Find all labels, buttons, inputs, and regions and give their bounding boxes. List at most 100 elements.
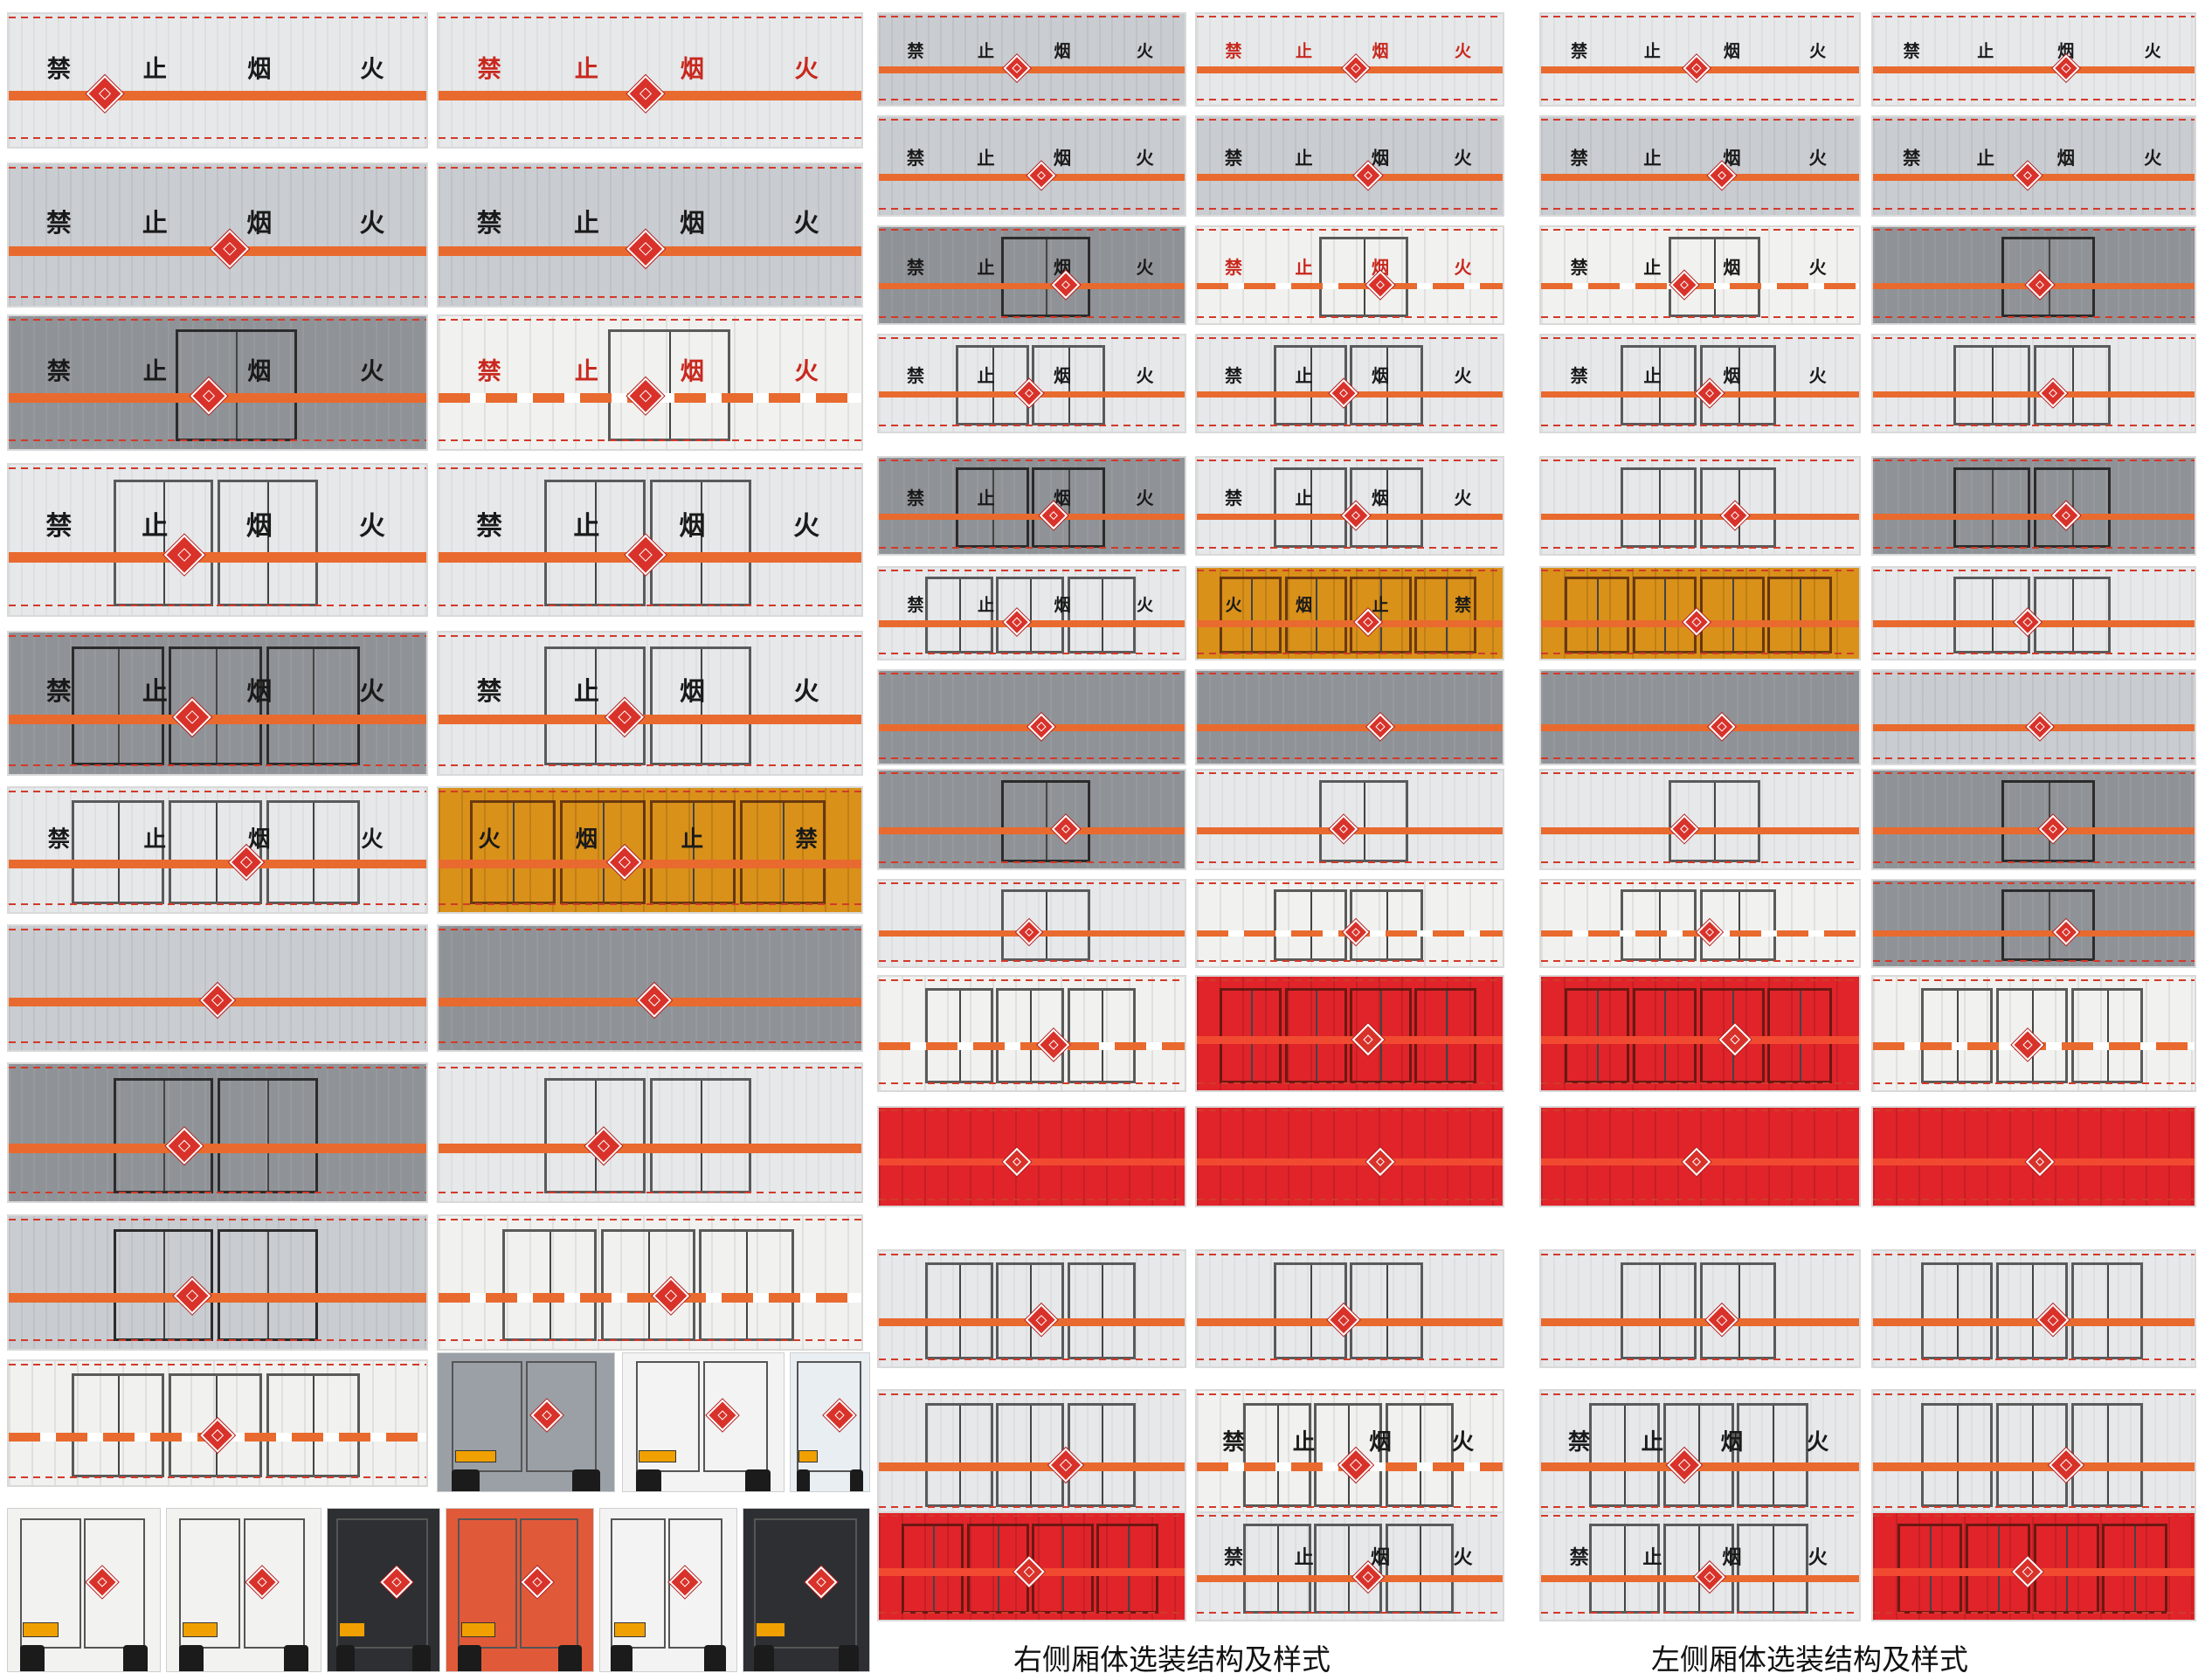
panel-ribs (1197, 671, 1503, 764)
box-panel-33: 禁止烟火 (1195, 334, 1504, 433)
cargo-door (1921, 1403, 1994, 1508)
sign-char: 禁 (1454, 596, 1472, 616)
sign-char: 烟 (1053, 487, 1072, 509)
box-panel-58 (1539, 975, 1861, 1092)
reflector-dots (439, 319, 861, 321)
door-seam (1445, 579, 1448, 651)
sign-char: 烟 (1370, 1546, 1391, 1570)
sign-char: 烟 (246, 675, 273, 706)
sign-char: 火 (1808, 257, 1827, 279)
reflector-dots (1197, 316, 1503, 319)
reflector-dots (879, 1515, 1185, 1518)
reflector-dots (9, 1067, 426, 1069)
door-seam (162, 1080, 165, 1191)
door-seam (2107, 991, 2109, 1082)
reflector-dots (1873, 208, 2195, 211)
door-seam (1957, 991, 1960, 1082)
box-panel-57 (1195, 975, 1504, 1092)
reflective-stripe (1197, 724, 1503, 731)
door-seam (215, 803, 218, 902)
door-seam (1310, 1265, 1312, 1358)
reflector-dots (439, 439, 861, 442)
door-seam (313, 1376, 315, 1476)
sign-char: 烟 (1720, 1428, 1744, 1455)
reflector-dots (1197, 1358, 1503, 1360)
door-seam (162, 1232, 165, 1338)
reflector-dots (879, 1199, 1185, 1201)
door-seam (1732, 579, 1734, 651)
sign-char: 止 (573, 511, 600, 543)
door-seam (118, 803, 121, 902)
panel-ribs (9, 316, 426, 449)
door-seam (1773, 1526, 1775, 1611)
panel-ribs (1197, 117, 1503, 215)
panel-ribs (9, 788, 426, 912)
cargo-door (266, 646, 360, 766)
panel-ribs (879, 771, 1185, 868)
panel-ribs (879, 227, 1185, 323)
sign-char: 止 (1641, 1428, 1664, 1455)
rear-door (753, 1518, 857, 1649)
cargo-door (1700, 345, 1777, 426)
cargo-door (996, 1403, 1065, 1508)
door-seam (701, 649, 703, 764)
reflector-dots (439, 17, 861, 19)
box-panel-65 (1195, 1249, 1504, 1368)
reflective-stripe (879, 1462, 1185, 1472)
panel-ribs (1541, 671, 1859, 764)
reflector-dots (1197, 570, 1503, 572)
reflector-dots (879, 316, 1185, 319)
box-panel-45 (1195, 669, 1504, 765)
reflector-dots (1541, 316, 1859, 319)
door-seam (2107, 1265, 2109, 1358)
door-seam (958, 579, 961, 651)
door-seam (162, 482, 165, 604)
sign-char: 止 (1643, 147, 1662, 169)
sign-char: 烟 (680, 55, 704, 83)
door-seam (1419, 1406, 1421, 1505)
sign-char: 火 (1225, 596, 1242, 616)
box-panel-29: 禁止烟火 (1195, 225, 1504, 325)
reflector-dots (9, 1339, 426, 1342)
reflector-dots (1541, 960, 1859, 963)
reflector-dots (1873, 1110, 2195, 1112)
sign-char: 止 (977, 596, 995, 616)
reflector-dots (439, 1192, 861, 1193)
rear-plate (460, 1622, 495, 1638)
panel-ribs (1541, 771, 1859, 868)
box-panel-35 (1871, 334, 2196, 433)
cargo-door (113, 1077, 214, 1193)
box-panel-53 (1195, 879, 1504, 968)
wheel (850, 1469, 863, 1491)
cargo-door (607, 329, 730, 441)
reflector-dots (879, 16, 1185, 18)
reflector-dots (1873, 229, 2195, 232)
reflector-dots (1197, 1393, 1503, 1395)
door-seam (746, 1232, 749, 1338)
cargo-door (2034, 577, 2112, 653)
box-panel-22: 禁止烟火 (1539, 12, 1861, 107)
reflective-stripe (1541, 1462, 1859, 1472)
sign-char: 烟 (248, 826, 271, 853)
door-seam (1386, 348, 1388, 424)
reflective-stripe (1197, 620, 1503, 627)
reflector-dots (1873, 337, 2195, 340)
reflector-dots (1541, 1253, 1859, 1255)
rear-plate (182, 1622, 218, 1638)
cargo-door (1588, 1524, 1660, 1614)
box-panel-60 (877, 1106, 1186, 1207)
sign-char: 烟 (679, 207, 705, 238)
door-seam (2032, 1406, 2035, 1505)
rear-door (635, 1361, 701, 1472)
reflector-dots (9, 635, 426, 638)
door-seam (2107, 1406, 2109, 1505)
reflector-dots (9, 319, 426, 321)
box-panel-71 (1871, 1389, 2196, 1517)
reflective-stripe (1873, 1317, 2195, 1326)
cargo-door (1668, 780, 1761, 863)
door-seam (595, 482, 598, 604)
sign-char: 烟 (680, 357, 704, 385)
reflector-dots (1197, 652, 1503, 654)
reflector-dots (1541, 1393, 1859, 1395)
sign-char: 禁 (45, 675, 72, 706)
